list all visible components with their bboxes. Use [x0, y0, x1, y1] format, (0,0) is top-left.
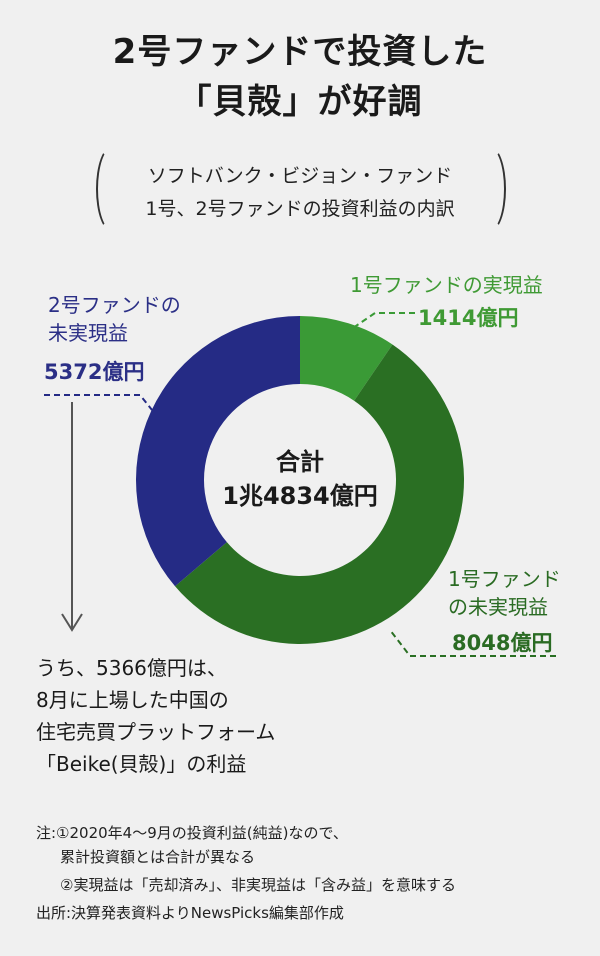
value-fund1-realized: 1414億円: [418, 306, 519, 330]
slice-fund1-unrealized: [175, 344, 465, 645]
chart-title-line2: 「貝殻」が好調: [177, 82, 423, 122]
chart-title-line1: 2号ファンドで投資した: [112, 32, 488, 72]
label-fund2-unrealized-line1: 2号ファンドの: [48, 293, 181, 317]
label-fund2-unrealized-line2: 未実現益: [48, 321, 128, 345]
right-parenthesis: [474, 146, 506, 232]
annotation-block: うち、5366億円は、 8月に上場した中国の 住宅売買プラットフォーム 「Bei…: [36, 652, 275, 780]
leader-line-fund2-unrealized: [44, 394, 153, 411]
chart-subtitle-line1: ソフトバンク・ビジョン・ファンド: [147, 165, 453, 187]
value-fund1-unrealized: 8048億円: [452, 631, 553, 655]
center-label: 合計: [276, 448, 324, 476]
label-fund1-unrealized-line2: の未実現益: [448, 595, 548, 619]
label-fund1-realized: 1号ファンドの実現益: [350, 273, 543, 297]
footnote-1b: 累計投資額とは合計が異なる: [60, 848, 256, 866]
annotation-line3: 住宅売買プラットフォーム: [36, 720, 276, 744]
slice-fund2-unrealized: [136, 316, 300, 587]
center-total: 1兆4834億円: [222, 482, 378, 510]
label-fund1-unrealized-line1: 1号ファンド: [448, 567, 561, 591]
annotation-line1: うち、5366億円は、: [36, 656, 227, 680]
left-parenthesis: [96, 146, 128, 232]
slice-fund1-realized: [300, 316, 393, 401]
footnote-1: 注:①2020年4〜9月の投資利益(純益)なので、: [36, 824, 348, 842]
chart-subtitle-line2: 1号、2号ファンドの投資利益の内訳: [145, 198, 455, 220]
leader-line-fund1-realized: [349, 312, 415, 331]
footnote-source: 出所:決算発表資料よりNewsPicks編集部作成: [36, 904, 344, 922]
leader-line-fund1-unrealized: [389, 629, 556, 657]
value-fund2-unrealized: 5372億円: [44, 360, 145, 384]
footnote-2: ②実現益は「売却済み」、非実現益は「含み益」を意味する: [60, 876, 456, 894]
down-arrow-icon: [61, 402, 83, 632]
annotation-line2: 8月に上場した中国の: [36, 688, 229, 712]
annotation-line4: 「Beike(貝殻)」の利益: [36, 752, 247, 776]
